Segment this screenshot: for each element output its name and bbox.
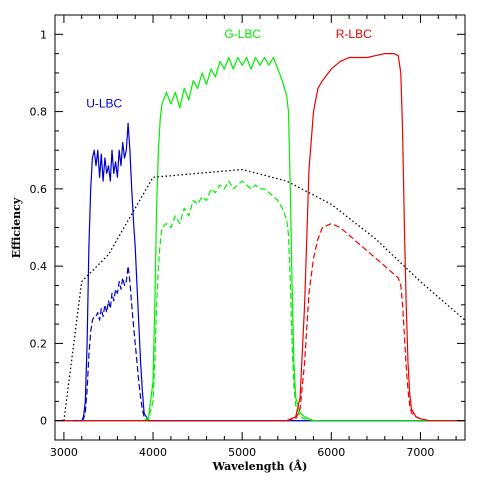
series-label-2: G-LBC — [224, 27, 261, 41]
series-line-5 — [286, 223, 430, 422]
y-tick-label-5: 1 — [40, 28, 47, 41]
y-tick-label-4: 0.8 — [30, 106, 48, 119]
x-tick-label-7000: 7000 — [406, 446, 434, 459]
y-axis-label: Efficiency — [10, 197, 23, 258]
plot-frame — [54, 14, 466, 441]
series-line-4 — [55, 53, 465, 422]
series-line-0 — [72, 122, 465, 422]
series-line-2 — [135, 56, 465, 422]
x-tick-label-6000: 6000 — [317, 446, 345, 459]
x-axis-label: Wavelength (Å) — [212, 459, 308, 473]
series-label-4: R-LBC — [336, 27, 372, 41]
y-tick-label-3: 0.6 — [30, 183, 48, 196]
series-line-6 — [63, 168, 466, 421]
ticks-layer: 3000 4000 5000 6000 7000 0 0.2 0.4 0.6 0.8 1 — [30, 15, 465, 459]
series-layer — [55, 53, 466, 422]
series-label-0: U-LBC — [86, 97, 122, 111]
series-line-1 — [72, 265, 162, 422]
y-tick-label-1: 0.2 — [30, 337, 48, 350]
series-line-3 — [135, 180, 314, 422]
y-tick-label-0: 0 — [40, 415, 47, 428]
series-labels-layer: U-LBC G-LBC R-LBC — [86, 27, 372, 111]
y-tick-label-2: 0.4 — [30, 260, 48, 273]
x-tick-label-3000: 3000 — [50, 446, 78, 459]
x-tick-label-4000: 4000 — [139, 446, 167, 459]
x-tick-label-5000: 5000 — [228, 446, 256, 459]
